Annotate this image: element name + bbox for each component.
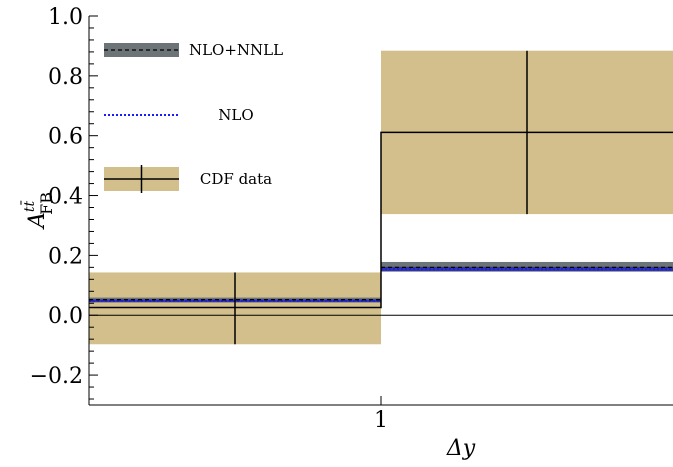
y-axis-title-text: Att̄FB [20,192,56,230]
legend-label: CDF data [200,170,272,188]
legend-label: NLO [218,106,253,124]
y-tick-label: 0.8 [48,65,83,90]
y-tick-label: 0.0 [48,304,83,329]
legend-label: NLO+NNLL [189,41,283,59]
legend-item-3: CDF data [104,165,272,193]
nnll-band-bin-2 [381,261,673,271]
lines-layer [89,50,673,345]
y-tick-label: 0.4 [48,185,83,210]
labels-layer: −0.2 0.0 0.2 0.4 0.6 0.8 1.0 1 Δy Att̄FB [20,5,476,461]
frame-layer [88,15,673,406]
y-tick-label: −0.2 [30,364,83,389]
y-tick-label: 1.0 [48,5,83,30]
legend: NLO+NNLL NLO CDF data [104,41,283,193]
y-axis-title-base: A [25,212,50,230]
y-axis-title-superscript: tt̄ [20,200,38,212]
x-axis-title: Δy [446,436,476,461]
x-tick-label: 1 [374,408,388,433]
y-axis-title: Att̄FB [20,192,56,230]
y-axis-title-subscript: FB [37,192,56,215]
y-tick-label: 0.6 [48,125,83,150]
legend-item-2: NLO [104,106,254,124]
y-tick-label: 0.2 [48,244,83,269]
legend-item-1: NLO+NNLL [104,41,283,59]
